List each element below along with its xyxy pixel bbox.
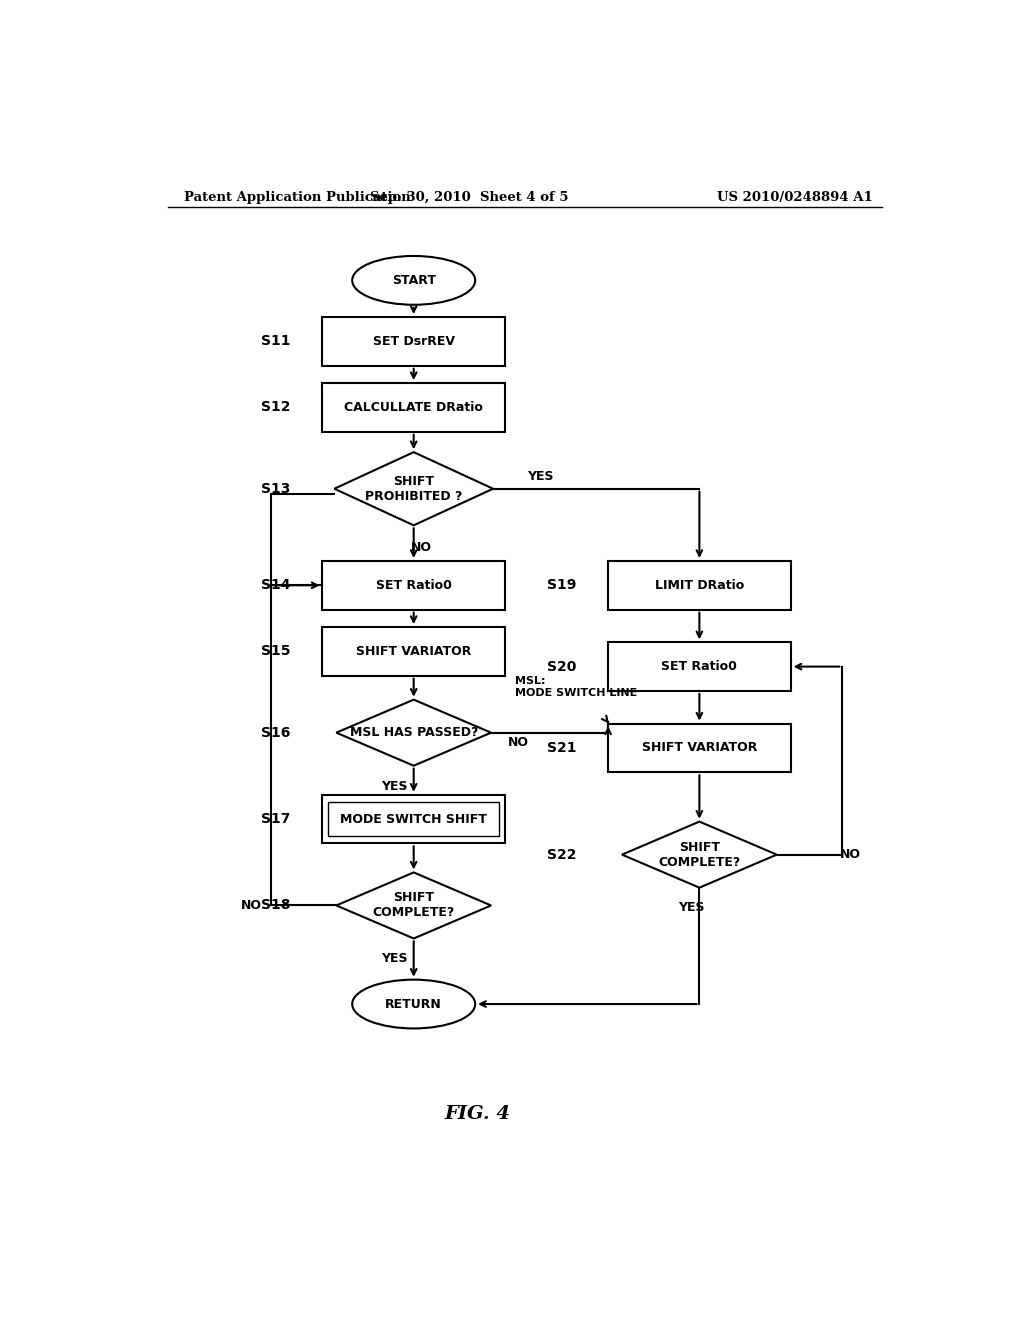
Text: START: START xyxy=(392,273,435,286)
Bar xyxy=(608,723,791,772)
Text: YES: YES xyxy=(381,952,408,965)
Text: MSL:
MODE SWITCH LINE: MSL: MODE SWITCH LINE xyxy=(515,676,637,698)
Polygon shape xyxy=(336,700,492,766)
Bar xyxy=(323,627,505,676)
Bar xyxy=(323,317,505,366)
Ellipse shape xyxy=(352,979,475,1028)
Text: Sep. 30, 2010  Sheet 4 of 5: Sep. 30, 2010 Sheet 4 of 5 xyxy=(370,190,568,203)
Bar xyxy=(323,383,505,432)
Bar xyxy=(323,561,505,610)
Text: S11: S11 xyxy=(261,334,291,348)
Text: SET Ratio0: SET Ratio0 xyxy=(662,660,737,673)
Text: LIMIT DRatio: LIMIT DRatio xyxy=(654,578,744,591)
Polygon shape xyxy=(334,453,494,525)
Text: NO: NO xyxy=(241,899,261,912)
Text: S14: S14 xyxy=(261,578,291,593)
Bar xyxy=(328,801,500,837)
Text: Patent Application Publication: Patent Application Publication xyxy=(183,190,411,203)
Text: YES: YES xyxy=(381,780,408,792)
Text: CALCULLATE DRatio: CALCULLATE DRatio xyxy=(344,401,483,414)
Text: SHIFT
PROHIBITED ?: SHIFT PROHIBITED ? xyxy=(365,475,463,503)
Text: S19: S19 xyxy=(547,578,577,593)
Text: SHIFT VARIATOR: SHIFT VARIATOR xyxy=(642,742,757,755)
Text: NO: NO xyxy=(840,849,861,861)
Text: FIG. 4: FIG. 4 xyxy=(444,1105,510,1123)
Text: SHIFT
COMPLETE?: SHIFT COMPLETE? xyxy=(658,841,740,869)
Text: S13: S13 xyxy=(261,482,291,496)
Text: SET DsrREV: SET DsrREV xyxy=(373,335,455,348)
Text: S20: S20 xyxy=(547,660,577,673)
Ellipse shape xyxy=(352,256,475,305)
Text: S16: S16 xyxy=(261,726,291,739)
Text: NO: NO xyxy=(508,737,529,750)
Bar xyxy=(323,795,505,843)
Text: YES: YES xyxy=(527,470,554,483)
Text: YES: YES xyxy=(678,902,705,915)
Bar xyxy=(608,561,791,610)
Text: MODE SWITCH SHIFT: MODE SWITCH SHIFT xyxy=(340,813,487,825)
Text: S17: S17 xyxy=(261,812,291,826)
Text: SHIFT VARIATOR: SHIFT VARIATOR xyxy=(356,645,471,657)
Text: RETURN: RETURN xyxy=(385,998,442,1011)
Text: SET Ratio0: SET Ratio0 xyxy=(376,578,452,591)
Text: S12: S12 xyxy=(261,400,291,414)
Polygon shape xyxy=(336,873,492,939)
Text: NO: NO xyxy=(411,541,432,554)
Text: SHIFT
COMPLETE?: SHIFT COMPLETE? xyxy=(373,891,455,920)
Text: S18: S18 xyxy=(261,899,291,912)
Text: S15: S15 xyxy=(261,644,291,659)
Text: MSL HAS PASSED?: MSL HAS PASSED? xyxy=(349,726,478,739)
Bar xyxy=(608,643,791,690)
Text: US 2010/0248894 A1: US 2010/0248894 A1 xyxy=(717,190,872,203)
Polygon shape xyxy=(622,821,777,887)
Text: S22: S22 xyxy=(547,847,577,862)
Text: S21: S21 xyxy=(547,741,577,755)
